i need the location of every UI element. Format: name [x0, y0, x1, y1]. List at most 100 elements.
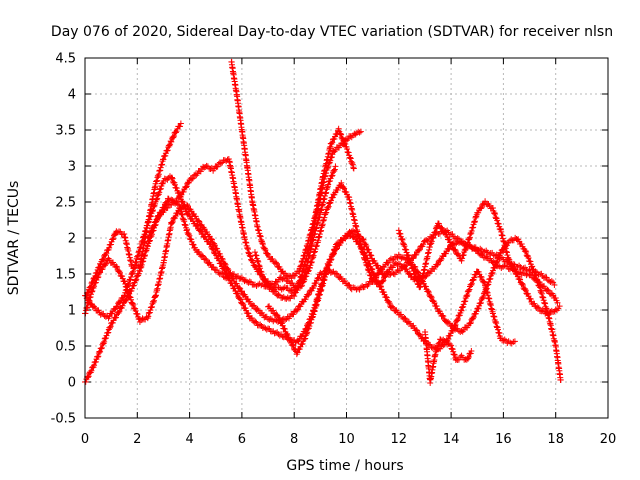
- data-point: [241, 278, 248, 285]
- data-point: [359, 236, 366, 243]
- data-point: [132, 277, 139, 284]
- data-point: [477, 245, 484, 252]
- data-point: [483, 285, 490, 292]
- data-point: [97, 261, 104, 268]
- data-point: [501, 336, 508, 343]
- data-point: [210, 264, 217, 271]
- data-point: [359, 283, 366, 290]
- data-point: [174, 210, 181, 217]
- data-point: [296, 277, 303, 284]
- data-point: [401, 243, 408, 250]
- x-tick-label: 2: [133, 432, 141, 447]
- data-point: [464, 239, 471, 246]
- data-point: [273, 260, 280, 267]
- data-point: [519, 282, 526, 289]
- data-point: [446, 236, 453, 243]
- data-point: [543, 274, 550, 281]
- data-point: [518, 241, 525, 248]
- data-point: [290, 311, 297, 318]
- data-point: [122, 281, 129, 288]
- data-point: [173, 197, 180, 204]
- data-point: [466, 286, 473, 293]
- data-point: [85, 289, 92, 296]
- data-point: [272, 329, 279, 336]
- data-point: [294, 306, 301, 313]
- data-point: [468, 348, 475, 355]
- data-point: [169, 175, 176, 182]
- data-point: [431, 300, 438, 307]
- data-point: [489, 267, 496, 274]
- data-point: [325, 163, 332, 170]
- data-point: [337, 130, 344, 137]
- data-point: [330, 249, 337, 256]
- data-point: [397, 230, 404, 237]
- data-point: [106, 244, 113, 251]
- data-point: [544, 286, 551, 293]
- data-point: [425, 289, 432, 296]
- data-point: [83, 292, 90, 299]
- data-point: [468, 280, 475, 287]
- data-point: [302, 335, 309, 342]
- data-point: [522, 285, 529, 292]
- data-point: [516, 262, 523, 269]
- data-point: [270, 307, 277, 314]
- data-point: [128, 274, 135, 281]
- data-point: [170, 134, 177, 141]
- y-tick-label: 2.5: [55, 196, 76, 211]
- data-point: [463, 293, 470, 300]
- data-point: [188, 236, 195, 243]
- data-point: [395, 260, 402, 267]
- data-point: [413, 251, 420, 258]
- data-point: [283, 330, 290, 337]
- data-point: [240, 301, 247, 308]
- data-point: [448, 345, 455, 352]
- data-point: [136, 267, 143, 274]
- data-point: [95, 274, 102, 281]
- data-point: [263, 326, 270, 333]
- data-point: [525, 255, 532, 262]
- data-point: [109, 236, 116, 243]
- data-point: [221, 260, 228, 267]
- data-point: [440, 313, 447, 320]
- data-point: [457, 307, 464, 314]
- data-point: [488, 270, 495, 277]
- data-point: [377, 283, 384, 290]
- data-point: [203, 162, 210, 169]
- data-point: [98, 345, 105, 352]
- data-point: [199, 252, 206, 259]
- data-point: [389, 269, 396, 276]
- data-point: [405, 252, 412, 259]
- data-point: [439, 225, 446, 232]
- data-point: [123, 283, 130, 290]
- data-point: [148, 303, 155, 310]
- data-point: [279, 276, 286, 283]
- data-point: [327, 269, 334, 276]
- data-point: [159, 180, 166, 187]
- data-point: [222, 261, 229, 268]
- data-point: [428, 238, 435, 245]
- data-point: [440, 336, 447, 343]
- data-point: [428, 294, 435, 301]
- data-point: [303, 330, 310, 337]
- series-track-i: [395, 198, 563, 318]
- data-point: [304, 326, 311, 333]
- data-point: [449, 346, 456, 353]
- data-point: [259, 273, 266, 280]
- data-point: [425, 288, 432, 295]
- data-point: [511, 265, 518, 272]
- data-point: [497, 255, 504, 262]
- data-point: [284, 273, 291, 280]
- data-point: [204, 229, 211, 235]
- data-point: [280, 285, 287, 292]
- data-point: [262, 246, 269, 253]
- data-point: [328, 154, 335, 161]
- data-point: [101, 335, 108, 342]
- data-point: [380, 289, 387, 296]
- data-point: [448, 241, 455, 248]
- data-point: [415, 247, 422, 254]
- data-point: [211, 242, 218, 249]
- data-point: [470, 314, 477, 321]
- data-point: [458, 307, 465, 314]
- data-point: [534, 279, 541, 286]
- data-point: [486, 251, 493, 258]
